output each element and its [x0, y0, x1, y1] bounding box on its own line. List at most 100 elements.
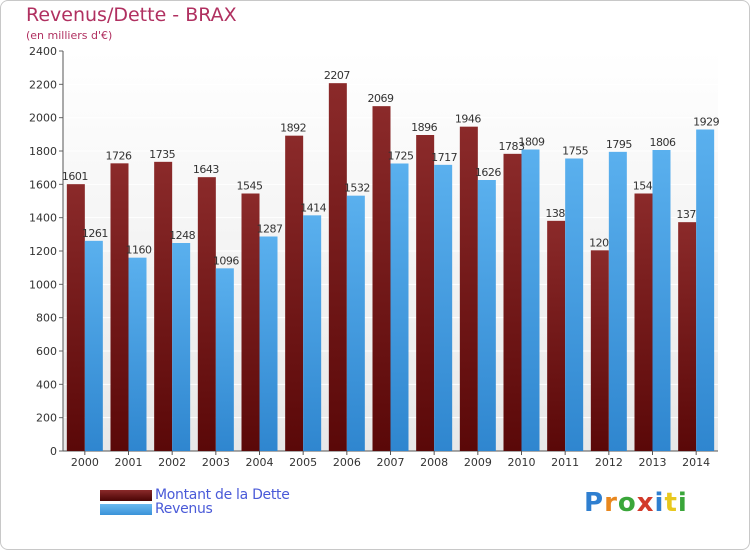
x-tick-label: 2007: [377, 456, 405, 469]
logo-letter: i: [677, 488, 688, 518]
debt-bar: [197, 177, 216, 451]
x-tick-label: 2014: [682, 456, 710, 469]
legend-swatch-revenue: [100, 503, 152, 515]
x-tick-label: 2012: [595, 456, 623, 469]
proxiti-logo: Proxiti: [584, 488, 688, 518]
debt-data-label: 120: [589, 236, 609, 249]
debt-data-label: 154: [633, 180, 653, 193]
x-tick-label: 2004: [246, 456, 274, 469]
logo-letter: r: [604, 488, 618, 518]
revenue-data-label: 1287: [257, 223, 283, 236]
debt-bar: [66, 184, 85, 451]
revenue-bar: [608, 151, 627, 452]
x-tick-label: 2000: [71, 456, 99, 469]
revenue-bar: [477, 180, 496, 451]
y-tick-label: 200: [36, 412, 57, 425]
x-tick-label: 2011: [551, 456, 579, 469]
x-tick-label: 2003: [202, 456, 230, 469]
x-tick-label: 2001: [115, 456, 143, 469]
revenue-data-label: 1725: [388, 150, 414, 163]
x-tick-label: 2010: [508, 456, 536, 469]
logo-letter: o: [617, 488, 637, 518]
revenue-bar: [565, 158, 584, 451]
revenue-data-label: 1795: [606, 138, 632, 151]
chart-subtitle: (en milliers d'€): [26, 29, 113, 42]
legend-label-debt: Montant de la Dette: [155, 487, 290, 503]
x-tick-label: 2002: [158, 456, 186, 469]
revenue-data-label: 1532: [344, 182, 370, 195]
debt-bar: [678, 222, 697, 451]
revenue-data-label: 1261: [82, 227, 108, 240]
debt-bar: [372, 106, 391, 452]
y-tick-label: 400: [36, 378, 57, 391]
debt-data-label: 1946: [455, 113, 481, 126]
logo-letter: P: [584, 488, 605, 518]
debt-bar: [547, 220, 566, 451]
debt-data-label: 2207: [324, 69, 350, 82]
debt-data-label: 1545: [237, 180, 263, 193]
revenue-bar: [696, 129, 715, 451]
x-tick-label: 2006: [333, 456, 361, 469]
revenue-data-label: 1160: [126, 244, 152, 257]
debt-bar: [503, 153, 522, 452]
y-tick-label: 0: [50, 445, 57, 458]
y-tick-label: 2400: [29, 45, 57, 58]
logo-letter: x: [636, 488, 655, 518]
revenue-bar: [434, 164, 453, 452]
debt-bar: [590, 250, 609, 451]
y-tick-label: 1800: [29, 145, 57, 158]
revenue-bar: [172, 243, 191, 451]
chart-title: Revenus/Dette - BRAX: [26, 4, 237, 26]
legend-label-revenue: Revenus: [155, 501, 213, 517]
debt-bar: [416, 135, 435, 451]
x-tick-label: 2013: [639, 456, 667, 469]
debt-data-label: 1783: [499, 140, 525, 153]
debt-data-label: 1892: [280, 122, 306, 135]
debt-bar: [459, 126, 478, 452]
x-tick-label: 2005: [289, 456, 317, 469]
revenue-bar: [259, 236, 278, 451]
debt-bar: [154, 161, 173, 452]
revenue-data-label: 1809: [519, 136, 545, 149]
revenue-bar: [84, 240, 103, 451]
debt-bar: [328, 83, 347, 452]
revenue-data-label: 1414: [300, 201, 326, 214]
legend-item-revenue: Revenus: [100, 501, 213, 517]
debt-bar: [110, 163, 129, 452]
debt-bar: [241, 193, 260, 451]
debt-data-label: 137: [676, 208, 696, 221]
debt-data-label: 2069: [368, 92, 394, 105]
y-tick-label: 1600: [29, 178, 57, 191]
revenue-data-label: 1929: [693, 116, 719, 129]
y-tick-label: 1000: [29, 278, 57, 291]
debt-data-label: 1735: [149, 148, 175, 161]
debt-data-label: 1896: [411, 121, 437, 134]
revenue-data-label: 1096: [213, 254, 239, 267]
revenue-data-label: 1806: [650, 136, 676, 149]
revenue-bar: [303, 215, 322, 451]
x-tick-label: 2009: [464, 456, 492, 469]
y-tick-label: 1200: [29, 245, 57, 258]
logo-letter: i: [654, 488, 665, 518]
x-tick-label: 2008: [420, 456, 448, 469]
revenue-bar: [390, 163, 409, 451]
debt-data-label: 1601: [62, 170, 88, 183]
revenue-data-label: 1717: [431, 151, 457, 164]
revenue-data-label: 1755: [562, 145, 588, 158]
y-tick-label: 2000: [29, 112, 57, 125]
legend-swatch-debt: [100, 489, 152, 501]
legend-item-debt: Montant de la Dette: [100, 487, 290, 503]
revenue-bar: [215, 268, 234, 451]
debt-bar: [285, 135, 304, 451]
revenue-bar: [346, 195, 365, 451]
y-tick-label: 600: [36, 345, 57, 358]
debt-data-label: 1643: [193, 163, 219, 176]
y-tick-label: 800: [36, 312, 57, 325]
y-tick-label: 1400: [29, 212, 57, 225]
revenue-bar: [652, 150, 671, 451]
logo-letter: t: [664, 488, 678, 518]
revenue-data-label: 1626: [475, 166, 501, 179]
debt-data-label: 138: [545, 207, 565, 220]
revenue-bar: [128, 257, 147, 451]
